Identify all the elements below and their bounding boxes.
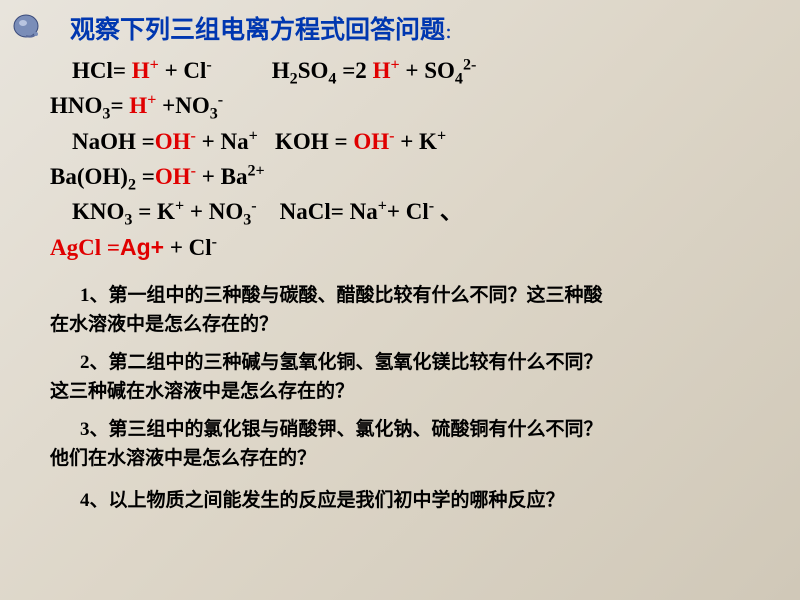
na-sup: + (249, 127, 258, 144)
nacl-lhs: NaCl= Na (280, 199, 378, 224)
hno3-eq: = (110, 93, 129, 118)
h2so4-so: SO (298, 58, 329, 83)
slide-title: 观察下列三组电离方程式回答问题： (70, 10, 770, 46)
agcl-lhs: AgCl = (50, 235, 120, 260)
k-sup: + (437, 127, 446, 144)
na-part: + Na (196, 129, 249, 154)
hcl-lhs: HCl= (72, 58, 132, 83)
bell-icon (8, 8, 44, 44)
oh3-txt: OH (155, 164, 191, 189)
question-2: 2、第二组中的三种碱与氢氧化铜、氢氧化镁比较有什么不同？ 这三种碱在水溶液中是怎… (50, 349, 770, 406)
so4-2min: 2- (463, 56, 476, 73)
question-4: 4、以上物质之间能发生的反应是我们初中学的哪种反应？ (50, 487, 770, 516)
q3-line2: 他们在水溶液中是怎么存在的？ (50, 448, 316, 469)
question-3: 3、第三组中的氯化银与硝酸钾、氯化钠、硫酸铜有什么不同？ 他们在水溶液中是怎么存… (50, 416, 770, 473)
q2-line2: 这三种碱在水溶液中是怎么存在的？ (50, 381, 354, 402)
eq-line-6: AgCl =Ag+ + Cl- (50, 231, 770, 264)
h3-sup: + (147, 92, 156, 109)
no3-min: - (218, 92, 223, 109)
ba-sup: 2+ (247, 162, 264, 179)
agcl-cl: + Cl (164, 235, 212, 260)
h-ion: H+ (132, 58, 159, 83)
oh-ion1: OH- (155, 129, 196, 154)
oh-ion3: OH- (155, 164, 196, 189)
eq-line-4: Ba(OH)2 =OH- + Ba2+ (50, 160, 770, 193)
hno3-h: HNO (50, 93, 102, 118)
kno3-eq: = K (132, 199, 175, 224)
baoh-2: 2 (128, 177, 136, 194)
h-ion3: H+ (129, 93, 156, 118)
koh-lhs: KOH = (275, 129, 353, 154)
eq-line-1: HCl= H+ + Cl-H2SO4 =2 H+ + SO42- (50, 54, 770, 87)
baoh-eq: = (136, 164, 155, 189)
k2-sup: + (175, 198, 184, 215)
cl-sup: - (206, 56, 211, 73)
h2so4-2: 2 (290, 71, 298, 88)
equations-block: HCl= H+ + Cl-H2SO4 =2 H+ + SO42- HNO3= H… (50, 54, 770, 264)
nacl-cl: + Cl (387, 199, 429, 224)
title-text: 观察下列三组电离方程式回答问题 (70, 17, 445, 44)
ba-part: + Ba (196, 164, 247, 189)
ag-ion: Ag+ (120, 234, 164, 260)
so4-part: + SO (400, 58, 455, 83)
q1-line2: 在水溶液中是怎么存在的？ (50, 314, 278, 335)
h-txt: H (132, 58, 150, 83)
h-sup: + (150, 56, 159, 73)
naoh-lhs: NaOH = (72, 129, 155, 154)
h2so4-h: H (272, 58, 290, 83)
q3-line1: 3、第三组中的氯化银与硝酸钾、氯化钠、硫酸铜有什么不同？ (80, 419, 603, 440)
q1-line1: 1、第一组中的三种酸与碳酸、醋酸比较有什么不同？这三种酸 (80, 285, 603, 306)
no3-part: +NO (156, 93, 209, 118)
h3-txt: H (129, 93, 147, 118)
h2so4-eq: =2 (336, 58, 372, 83)
h2-txt: H (373, 58, 391, 83)
kno3-k: KNO (72, 199, 124, 224)
q4-line: 4、以上物质之间能发生的反应是我们初中学的哪种反应？ (80, 490, 565, 511)
title-punct: ： (445, 27, 459, 42)
no3-minb: - (251, 198, 256, 215)
slide-container: 观察下列三组电离方程式回答问题： HCl= H+ + Cl-H2SO4 =2 H… (0, 0, 800, 600)
eq-line-3: NaOH =OH- + Na+ KOH = OH- + K+ (50, 125, 770, 158)
q2-line1: 2、第二组中的三种碱与氢氧化铜、氢氧化镁比较有什么不同？ (80, 352, 603, 373)
questions-block: 1、第一组中的三种酸与碳酸、醋酸比较有什么不同？这三种酸 在水溶液中是怎么存在的… (50, 282, 770, 516)
dun: 、 (434, 199, 463, 224)
no3-k: + NO (184, 199, 243, 224)
cl3-sup: - (212, 233, 217, 250)
no3-3: 3 (210, 106, 218, 123)
h2-sup: + (390, 56, 399, 73)
cl-part: + Cl (159, 58, 207, 83)
oh1-txt: OH (155, 129, 191, 154)
baoh-lhs: Ba(OH) (50, 164, 128, 189)
question-1: 1、第一组中的三种酸与碳酸、醋酸比较有什么不同？这三种酸 在水溶液中是怎么存在的… (50, 282, 770, 339)
h-ion2: H+ (373, 58, 400, 83)
eq-line-5: KNO3 = K+ + NO3- NaCl= Na++ Cl- 、 (50, 195, 770, 228)
oh2-txt: OH (353, 129, 389, 154)
k-part: + K (394, 129, 437, 154)
eq-line-2: HNO3= H+ +NO3- (50, 89, 770, 122)
oh-ion2: OH- (353, 129, 394, 154)
so4-sub4: 4 (455, 71, 463, 88)
na2-sup: + (378, 198, 387, 215)
